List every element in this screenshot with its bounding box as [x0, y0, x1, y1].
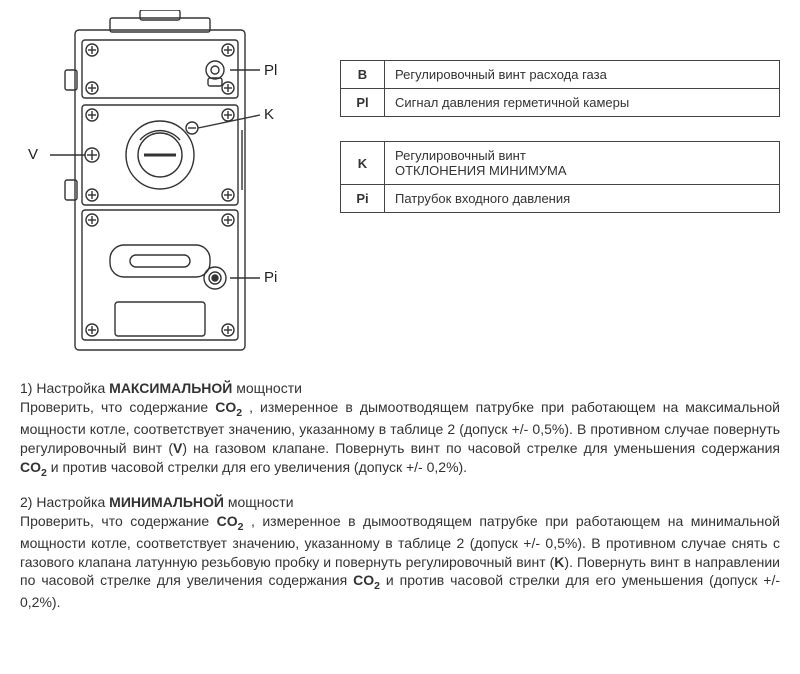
title-prefix: 2) Настройка: [20, 494, 109, 510]
section-max-body: Проверить, что содержание CO2 , измеренн…: [20, 398, 780, 480]
title-suffix: мощности: [224, 494, 294, 510]
callout-v: V: [28, 146, 38, 163]
legend-desc: Регулировочный винт расхода газа: [385, 61, 780, 89]
valve-diagram: V Pl K Pi: [20, 10, 310, 360]
title-prefix: 1) Настройка: [20, 380, 109, 396]
section-max: 1) Настройка МАКСИМАЛЬНОЙ мощности Прове…: [20, 380, 780, 480]
legend-desc: Сигнал давления герметичной камеры: [385, 89, 780, 117]
legend-desc: Патрубок входного давления: [385, 185, 780, 213]
section-min-body: Проверить, что содержание CO2 , измеренн…: [20, 512, 780, 613]
section-min: 2) Настройка МИНИМАЛЬНОЙ мощности Провер…: [20, 494, 780, 613]
legend-key: Pi: [341, 185, 385, 213]
callout-k: K: [264, 106, 274, 123]
legend-key: Pl: [341, 89, 385, 117]
legend-table-2: KРегулировочный винтОТКЛОНЕНИЯ МИНИМУМАP…: [340, 141, 780, 213]
title-suffix: мощности: [232, 380, 302, 396]
legend-key: K: [341, 142, 385, 185]
legend-key: В: [341, 61, 385, 89]
callout-pl: Pl: [264, 62, 277, 79]
section-min-title: 2) Настройка МИНИМАЛЬНОЙ мощности: [20, 494, 780, 510]
callout-pi: Pi: [264, 269, 277, 286]
legend-table-1: ВРегулировочный винт расхода газаPlСигна…: [340, 60, 780, 117]
legend-desc: Регулировочный винтОТКЛОНЕНИЯ МИНИМУМА: [385, 142, 780, 185]
title-bold: МАКСИМАЛЬНОЙ: [109, 380, 232, 396]
valve-svg: [20, 10, 290, 360]
title-bold: МИНИМАЛЬНОЙ: [109, 494, 224, 510]
section-max-title: 1) Настройка МАКСИМАЛЬНОЙ мощности: [20, 380, 780, 396]
